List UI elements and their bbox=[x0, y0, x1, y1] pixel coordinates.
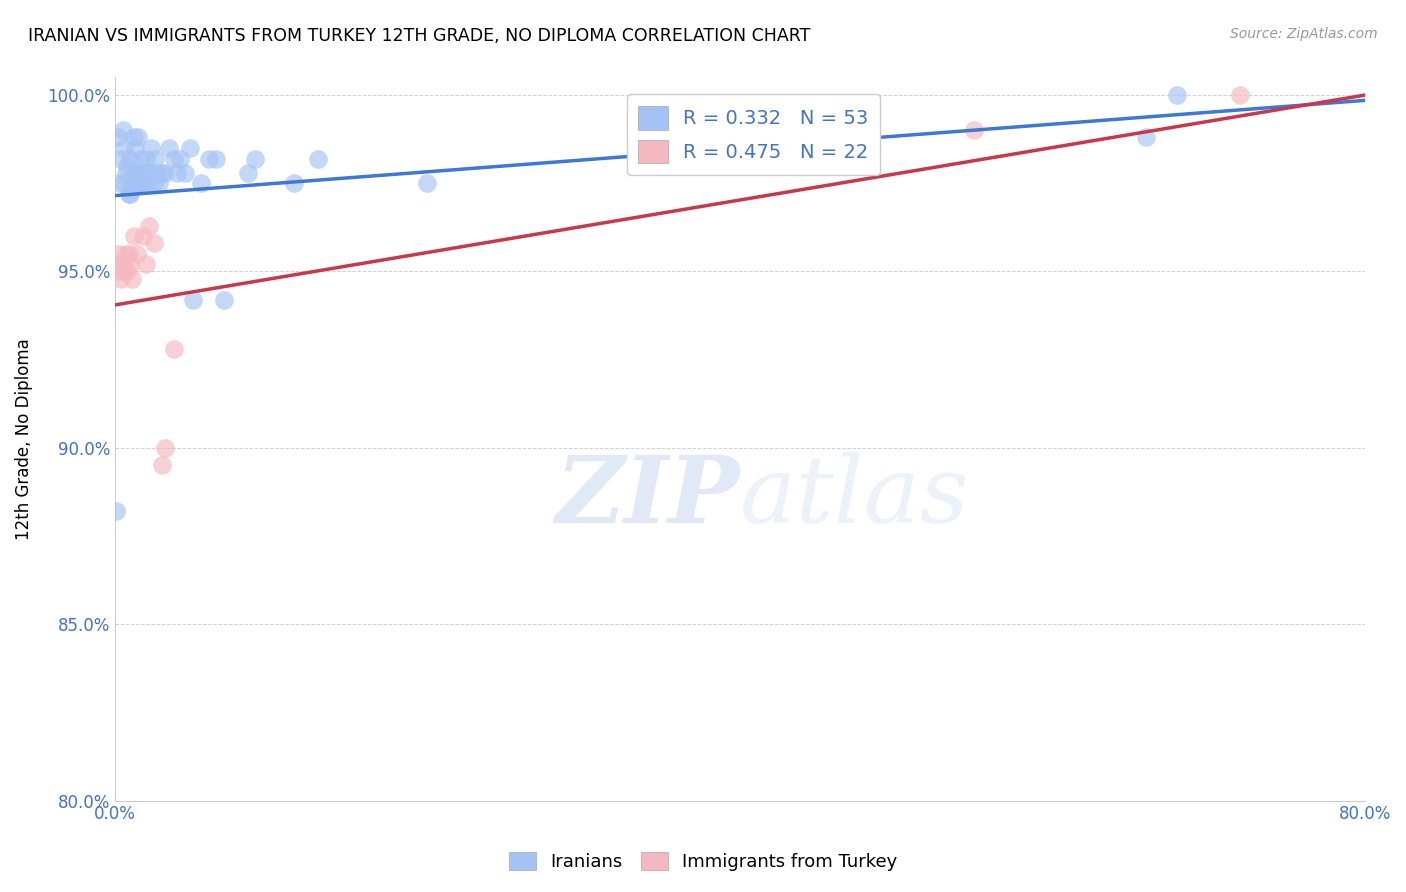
Point bbox=[142, 176, 165, 190]
Point bbox=[110, 271, 132, 285]
Point bbox=[120, 152, 142, 166]
Point bbox=[108, 247, 131, 261]
Point bbox=[107, 264, 129, 278]
Point bbox=[150, 166, 173, 180]
Point bbox=[146, 166, 169, 180]
Point bbox=[190, 176, 212, 190]
Point bbox=[120, 257, 142, 271]
Point bbox=[1135, 130, 1157, 145]
Point bbox=[138, 219, 160, 233]
Point bbox=[125, 166, 148, 180]
Point bbox=[416, 176, 439, 190]
Point bbox=[174, 166, 197, 180]
Point bbox=[135, 257, 157, 271]
Point bbox=[111, 257, 134, 271]
Point bbox=[105, 504, 128, 518]
Point bbox=[131, 176, 153, 190]
Legend: Iranians, Immigrants from Turkey: Iranians, Immigrants from Turkey bbox=[502, 845, 904, 879]
Point bbox=[1166, 88, 1188, 103]
Point bbox=[125, 247, 148, 261]
Point bbox=[135, 152, 157, 166]
Point bbox=[132, 166, 155, 180]
Point bbox=[153, 441, 176, 455]
Point bbox=[114, 166, 136, 180]
Point bbox=[112, 141, 135, 155]
Point bbox=[307, 152, 329, 166]
Point bbox=[122, 166, 145, 180]
Point bbox=[111, 123, 134, 137]
Point bbox=[212, 293, 235, 307]
Point bbox=[124, 176, 146, 190]
Point bbox=[163, 342, 186, 356]
Point bbox=[105, 257, 128, 271]
Point bbox=[179, 141, 201, 155]
Legend: R = 0.332   N = 53, R = 0.475   N = 22: R = 0.332 N = 53, R = 0.475 N = 22 bbox=[627, 95, 880, 175]
Point bbox=[166, 166, 188, 180]
Point bbox=[136, 176, 159, 190]
Point bbox=[122, 130, 145, 145]
Point bbox=[121, 271, 143, 285]
Point bbox=[128, 152, 150, 166]
Point bbox=[112, 176, 135, 190]
Point bbox=[124, 141, 146, 155]
Point bbox=[108, 176, 131, 190]
Point bbox=[139, 141, 162, 155]
Point bbox=[110, 152, 132, 166]
Point bbox=[122, 229, 145, 244]
Point bbox=[107, 130, 129, 145]
Point bbox=[153, 166, 176, 180]
Point bbox=[118, 247, 141, 261]
Point bbox=[120, 186, 142, 201]
Point bbox=[1229, 88, 1251, 103]
Point bbox=[169, 152, 191, 166]
Y-axis label: 12th Grade, No Diploma: 12th Grade, No Diploma bbox=[15, 338, 32, 540]
Point bbox=[163, 152, 186, 166]
Text: Source: ZipAtlas.com: Source: ZipAtlas.com bbox=[1230, 27, 1378, 41]
Text: ZIP: ZIP bbox=[555, 452, 740, 541]
Point bbox=[127, 130, 149, 145]
Point bbox=[118, 186, 141, 201]
Point bbox=[283, 176, 305, 190]
Point bbox=[134, 176, 156, 190]
Point bbox=[127, 176, 149, 190]
Point bbox=[121, 176, 143, 190]
Point bbox=[205, 152, 228, 166]
Point bbox=[142, 236, 165, 251]
Point bbox=[159, 141, 181, 155]
Point bbox=[245, 152, 267, 166]
Point bbox=[181, 293, 204, 307]
Point bbox=[138, 166, 160, 180]
Point bbox=[117, 159, 139, 173]
Point bbox=[117, 264, 139, 278]
Point bbox=[963, 123, 986, 137]
Point bbox=[236, 166, 259, 180]
Point bbox=[132, 229, 155, 244]
Point bbox=[150, 458, 173, 473]
Point bbox=[112, 264, 135, 278]
Text: IRANIAN VS IMMIGRANTS FROM TURKEY 12TH GRADE, NO DIPLOMA CORRELATION CHART: IRANIAN VS IMMIGRANTS FROM TURKEY 12TH G… bbox=[28, 27, 810, 45]
Point bbox=[114, 247, 136, 261]
Text: atlas: atlas bbox=[740, 452, 969, 541]
Point bbox=[197, 152, 219, 166]
Point bbox=[135, 166, 157, 180]
Point bbox=[148, 176, 170, 190]
Point bbox=[145, 152, 167, 166]
